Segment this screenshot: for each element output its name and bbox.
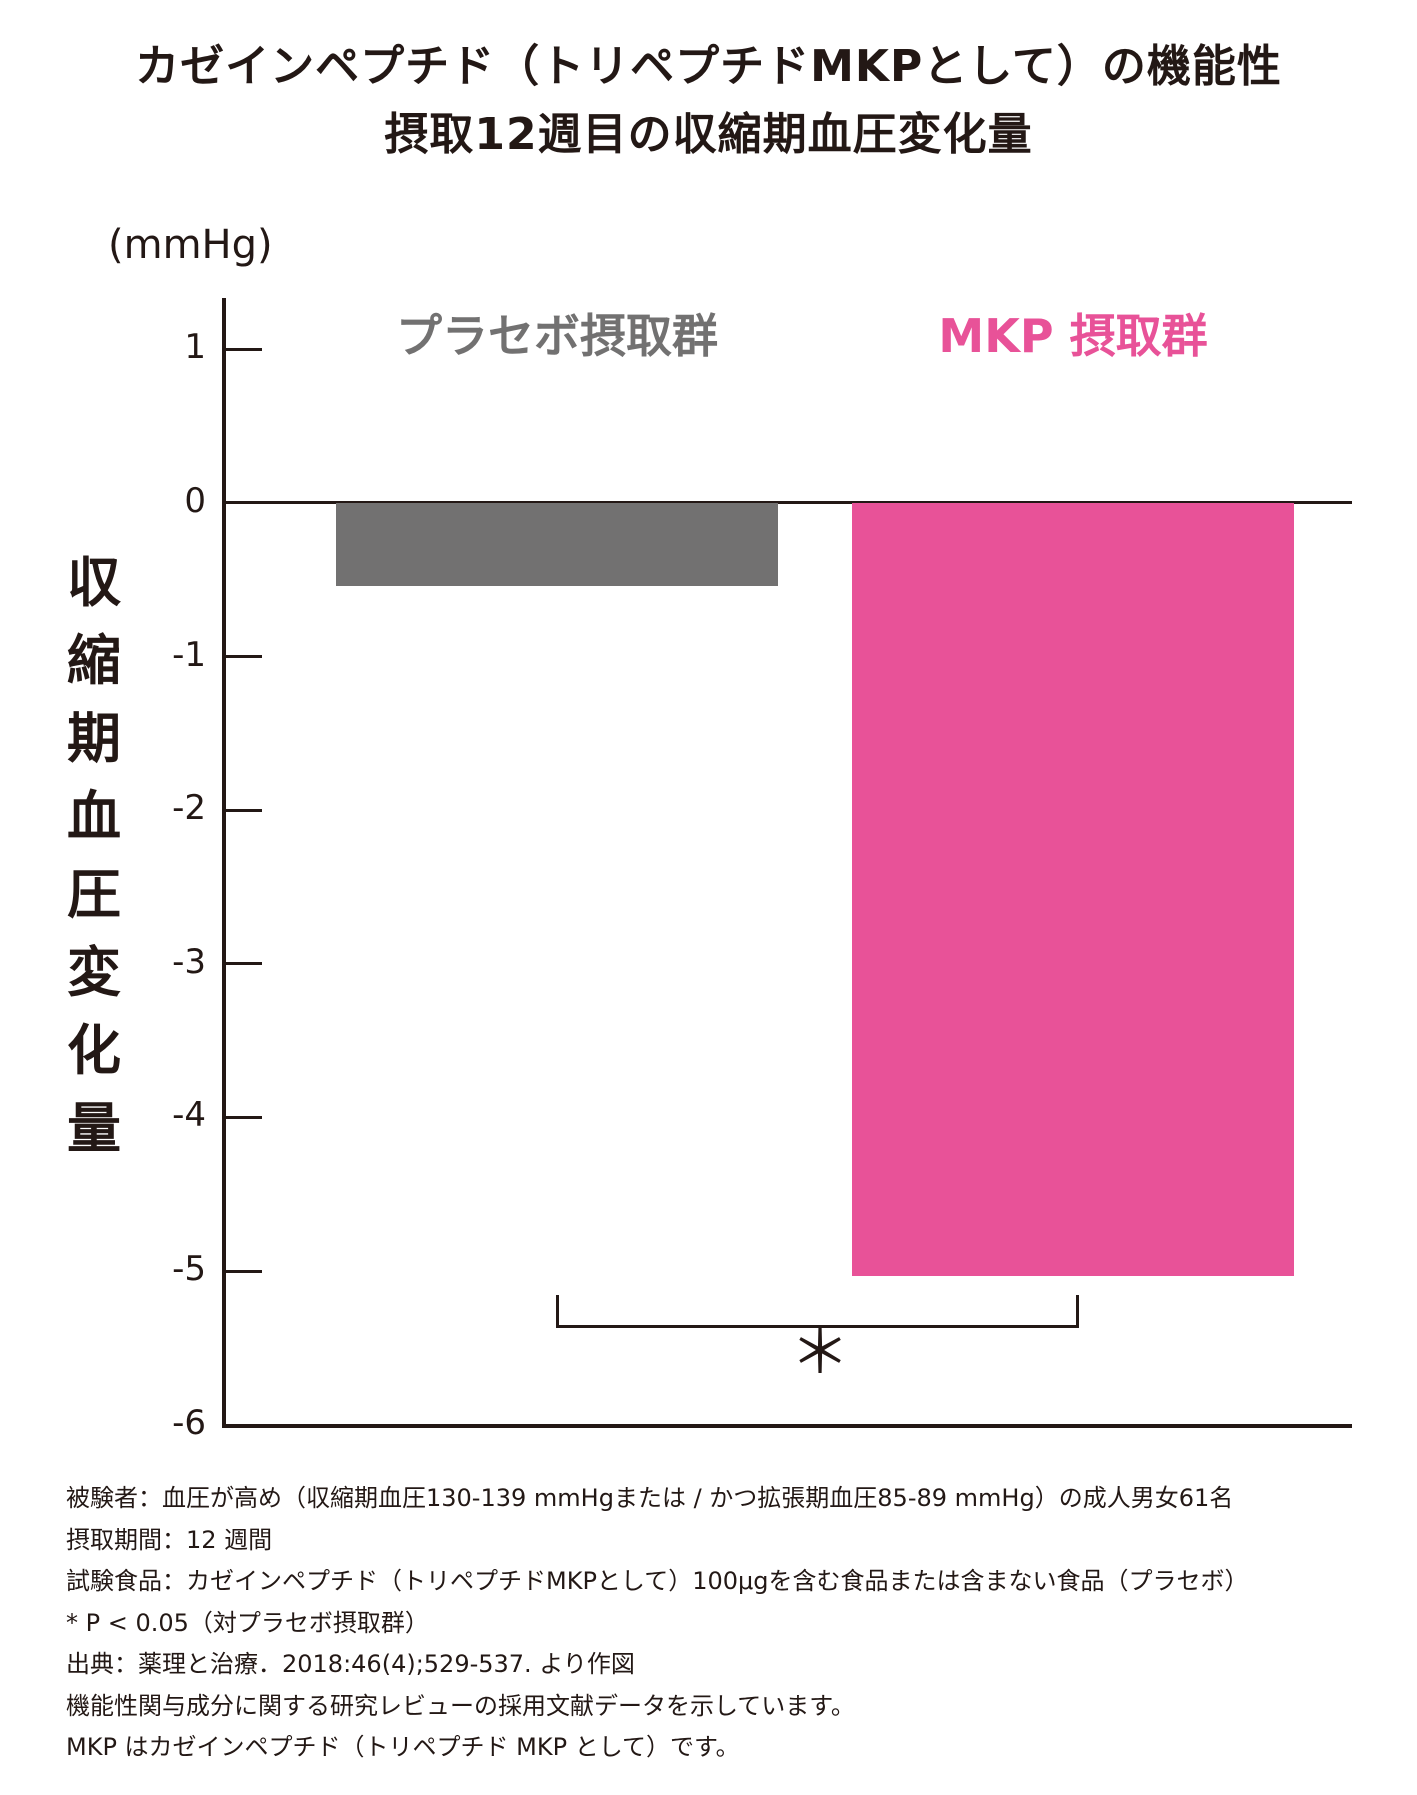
footnote-review: 機能性関与成分に関する研究レビューの採用文献データを示しています。 — [66, 1691, 855, 1720]
y-tick-label: -4 — [172, 1095, 206, 1135]
y-tick-label: 1 — [184, 327, 206, 367]
y-axis-label-char: 量 — [67, 1097, 121, 1160]
significance-bracket — [556, 1295, 1079, 1328]
y-tick-minus2 — [224, 809, 262, 812]
y-tick-label: 0 — [184, 481, 206, 521]
footnotes: 被験者：血圧が高め（収縮期血圧130-139 mmHgまたは / かつ拡張期血圧… — [66, 1478, 1249, 1769]
y-axis-label-char: 収 — [67, 551, 121, 614]
footnote-pvalue: * P < 0.05（対プラセボ摂取群） — [66, 1608, 429, 1637]
footnote-mkp-definition: MKP はカゼインペプチド（トリペプチド MKP として）です。 — [66, 1733, 740, 1761]
y-tick-1 — [224, 348, 262, 351]
y-axis-label-char: 化 — [67, 1019, 121, 1082]
placebo-group-label: プラセボ摂取群 — [396, 309, 718, 363]
y-axis-label-char: 血 — [67, 785, 121, 848]
y-tick-label: -5 — [172, 1249, 206, 1289]
significance-asterisk: ＊ — [790, 1318, 850, 1388]
y-axis-label-char: 変 — [67, 941, 121, 1004]
y-tick-label: -2 — [172, 788, 206, 828]
y-tick-minus5 — [224, 1270, 262, 1273]
y-tick-label: -1 — [172, 635, 206, 675]
y-tick-minus1 — [224, 655, 262, 658]
chart-title-line2: 摂取12週目の収縮期血圧変化量 — [384, 109, 1033, 160]
y-tick-minus3 — [224, 962, 262, 965]
footnote-duration: 摂取期間：12 週間 — [66, 1525, 273, 1554]
footnote-source: 出典：薬理と治療．2018:46(4);529-537. より作図 — [66, 1650, 635, 1678]
footnote-test-food: 試験食品：カゼインペプチド（トリペプチドMKPとして）100μgを含む食品または… — [66, 1567, 1249, 1595]
y-tick-minus4 — [224, 1116, 262, 1119]
footnote-subjects: 被験者：血圧が高め（収縮期血圧130-139 mmHgまたは / かつ拡張期血圧… — [66, 1484, 1234, 1512]
y-axis-label-char: 期 — [67, 707, 121, 770]
zero-baseline — [222, 501, 1352, 504]
x-axis-line — [222, 1424, 1352, 1428]
y-axis-unit: (mmHg) — [108, 222, 273, 268]
mkp-bar — [852, 503, 1294, 1276]
y-axis-line — [222, 298, 226, 1428]
y-axis-label: 収 縮 期 血 圧 変 化 量 — [64, 544, 124, 1168]
y-axis-label-char: 圧 — [67, 863, 121, 926]
y-tick-label: -3 — [172, 942, 206, 982]
y-tick-label: -6 — [172, 1403, 206, 1443]
placebo-bar — [336, 503, 778, 586]
y-axis-label-char: 縮 — [67, 629, 121, 692]
mkp-group-label: MKP 摂取群 — [938, 309, 1208, 363]
chart-title-line1: カゼインペプチド（トリペプチドMKPとして）の機能性 — [135, 41, 1282, 92]
